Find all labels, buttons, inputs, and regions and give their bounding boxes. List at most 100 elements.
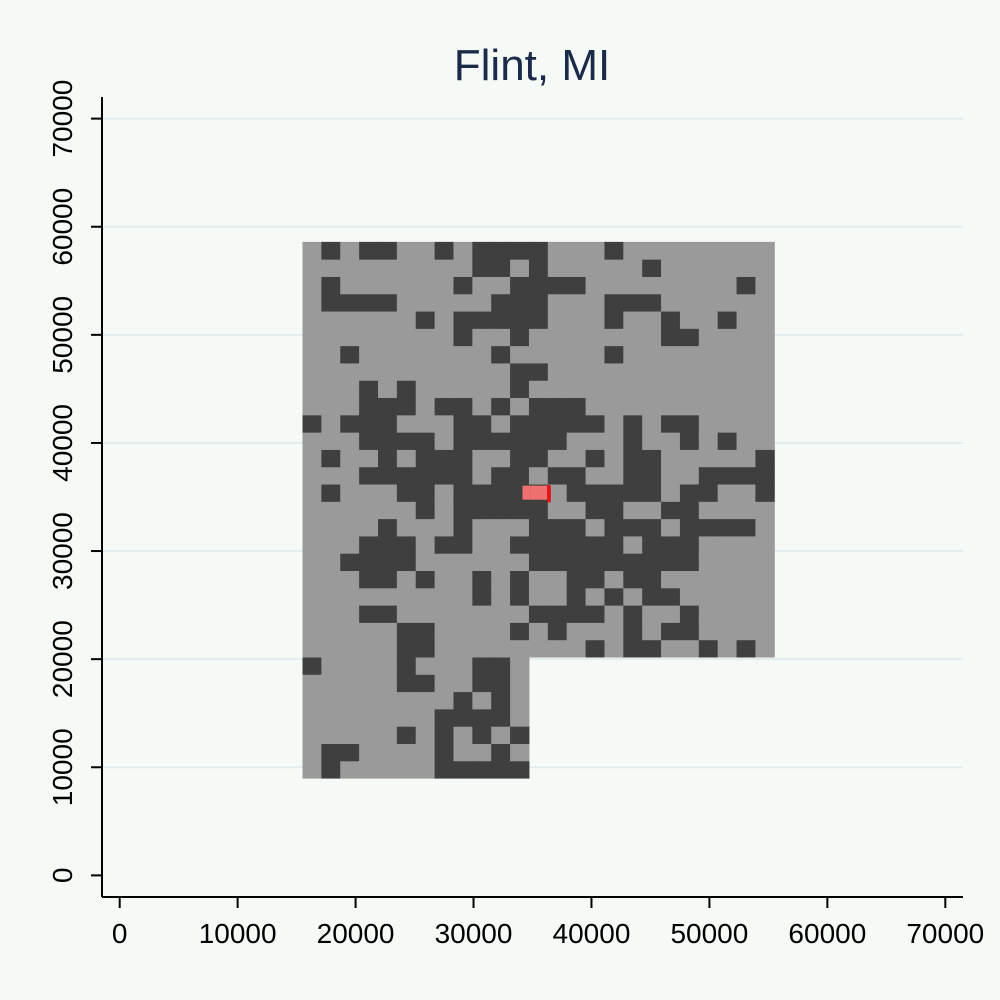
- region-cell: [623, 518, 643, 537]
- region-cell: [566, 432, 587, 450]
- region-cell: [679, 414, 700, 433]
- region-cell: [434, 535, 454, 554]
- region-cell: [321, 691, 341, 710]
- region-cell: [679, 587, 700, 606]
- region-cell: [396, 657, 417, 675]
- region-cell: [377, 241, 398, 260]
- region-cell: [604, 553, 624, 572]
- region-cell: [302, 432, 322, 450]
- region-cell: [698, 432, 719, 450]
- region-cell: [585, 501, 605, 520]
- region-cell: [698, 553, 719, 572]
- region-cell: [604, 362, 624, 381]
- region-cell: [661, 380, 681, 399]
- region-cell: [491, 397, 511, 416]
- region-cell: [434, 362, 454, 381]
- region-cell: [528, 639, 549, 658]
- region-cell: [434, 466, 454, 485]
- region-cell: [359, 726, 379, 744]
- region-cell: [717, 639, 738, 658]
- region-cell: [472, 501, 492, 520]
- region-cell: [359, 605, 379, 623]
- region-cell: [528, 311, 549, 329]
- region-cell: [321, 760, 341, 779]
- region-cell: [302, 570, 322, 589]
- region-cell: [377, 570, 398, 589]
- region-cell: [755, 259, 775, 277]
- region-cell: [415, 639, 436, 658]
- region-cell: [472, 535, 492, 554]
- region-cell: [434, 657, 454, 675]
- region-cell: [472, 605, 492, 623]
- region-cell: [679, 501, 700, 520]
- region-cell: [415, 501, 436, 520]
- region-cell: [396, 518, 417, 537]
- region-cell: [472, 241, 492, 260]
- region-cell: [491, 276, 511, 295]
- region-cell: [472, 760, 492, 779]
- region-cell: [340, 380, 360, 399]
- region-cell: [359, 397, 379, 416]
- region-cell: [698, 380, 719, 399]
- region-cell: [302, 743, 322, 762]
- region-cell: [661, 622, 681, 641]
- region-cell: [472, 691, 492, 710]
- region-cell: [547, 311, 568, 329]
- axes: [101, 97, 963, 898]
- region-cell: [698, 449, 719, 468]
- region-cell: [396, 380, 417, 399]
- region-cell: [396, 622, 417, 641]
- region-cell: [604, 622, 624, 641]
- region-cell: [472, 328, 492, 347]
- region-cell: [453, 380, 473, 399]
- region-cell: [434, 553, 454, 572]
- region-cell: [661, 345, 681, 364]
- tick-labels: 0 10000 20000 30000 40000 50000 60000 70000 0 100…: [47, 80, 984, 949]
- region-cell: [661, 449, 681, 468]
- region-cell: [321, 311, 341, 329]
- region-cell: [415, 743, 436, 762]
- region-cell: [415, 587, 436, 606]
- region-cell: [585, 397, 605, 416]
- region-cell: [717, 293, 738, 312]
- region-cell: [717, 432, 738, 450]
- region-cell: [491, 622, 511, 641]
- region-cell: [472, 484, 492, 502]
- region-cell: [491, 466, 511, 485]
- region-cell: [642, 293, 662, 312]
- region-cell: [302, 708, 322, 727]
- region-cell: [698, 241, 719, 260]
- region-cell: [661, 432, 681, 450]
- region-cell: [302, 397, 322, 416]
- region-cell: [472, 311, 492, 329]
- region-cell: [359, 362, 379, 381]
- region-cell: [415, 432, 436, 450]
- region-cell: [491, 414, 511, 433]
- region-cell: [566, 380, 587, 399]
- region-cell: [755, 553, 775, 572]
- region-cell: [736, 362, 756, 381]
- region-cell: [604, 432, 624, 450]
- region-cell: [321, 484, 341, 502]
- highlight-point-0: [522, 485, 531, 494]
- region-cell: [623, 622, 643, 641]
- region-cell: [698, 484, 719, 502]
- region-cell: [510, 743, 530, 762]
- region-cell: [396, 397, 417, 416]
- region-cell: [434, 259, 454, 277]
- region-cell: [491, 362, 511, 381]
- region-cell: [321, 276, 341, 295]
- region-cell: [321, 241, 341, 260]
- region-cell: [623, 293, 643, 312]
- region-cell: [661, 605, 681, 623]
- region-cell: [736, 241, 756, 260]
- region-cell: [510, 553, 530, 572]
- region-cell: [491, 587, 511, 606]
- region-cell: [642, 622, 662, 641]
- region-cell: [679, 639, 700, 658]
- region-cell: [717, 311, 738, 329]
- region-cell: [642, 432, 662, 450]
- region-cell: [472, 345, 492, 364]
- region-cell: [566, 535, 587, 554]
- region-cell: [321, 605, 341, 623]
